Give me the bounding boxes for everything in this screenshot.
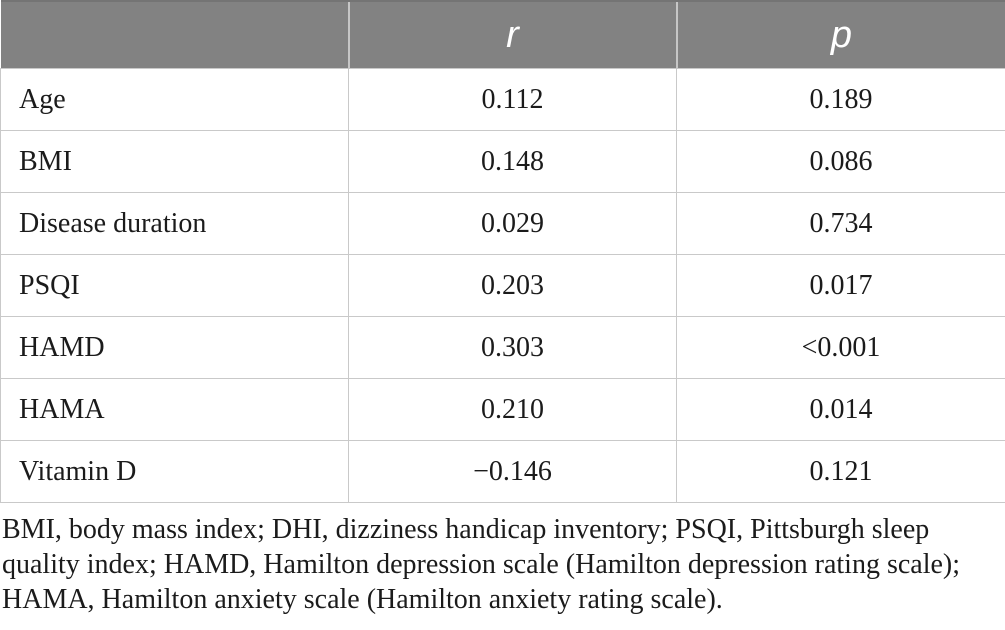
row-label: Age bbox=[0, 68, 349, 131]
p-value: 0.086 bbox=[676, 130, 1005, 193]
col-header-p: p bbox=[675, 0, 1005, 69]
r-value: 0.112 bbox=[348, 68, 677, 131]
row-label: PSQI bbox=[0, 254, 349, 317]
header-row: r p bbox=[0, 0, 1005, 69]
row-label: BMI bbox=[0, 130, 349, 193]
corner-header-cell bbox=[0, 0, 349, 69]
table-row: Vitamin D −0.146 0.121 bbox=[0, 440, 1005, 503]
table-row: HAMA 0.210 0.014 bbox=[0, 378, 1005, 441]
p-value: 0.189 bbox=[676, 68, 1005, 131]
row-label: Disease duration bbox=[0, 192, 349, 255]
table-row: Age 0.112 0.189 bbox=[0, 68, 1005, 131]
p-value: 0.014 bbox=[676, 378, 1005, 441]
r-value: 0.203 bbox=[348, 254, 677, 317]
table-footnote: BMI, body mass index; DHI, dizziness han… bbox=[2, 514, 961, 615]
table-row: BMI 0.148 0.086 bbox=[0, 130, 1005, 193]
p-value: <0.001 bbox=[676, 316, 1005, 379]
p-value: 0.017 bbox=[676, 254, 1005, 317]
correlation-table: r p Age 0.112 0.189 BMI 0.148 0.086 Dise… bbox=[0, 0, 1005, 503]
r-value: 0.303 bbox=[348, 316, 677, 379]
row-label: HAMD bbox=[0, 316, 349, 379]
row-label: HAMA bbox=[0, 378, 349, 441]
col-header-r: r bbox=[347, 0, 677, 69]
p-value: 0.734 bbox=[676, 192, 1005, 255]
row-label: Vitamin D bbox=[0, 440, 349, 503]
r-value: 0.029 bbox=[348, 192, 677, 255]
r-value: 0.210 bbox=[348, 378, 677, 441]
r-value: 0.148 bbox=[348, 130, 677, 193]
p-value: 0.121 bbox=[676, 440, 1005, 503]
table-row: HAMD 0.303 <0.001 bbox=[0, 316, 1005, 379]
r-value: −0.146 bbox=[348, 440, 677, 503]
table-row: PSQI 0.203 0.017 bbox=[0, 254, 1005, 317]
table-row: Disease duration 0.029 0.734 bbox=[0, 192, 1005, 255]
